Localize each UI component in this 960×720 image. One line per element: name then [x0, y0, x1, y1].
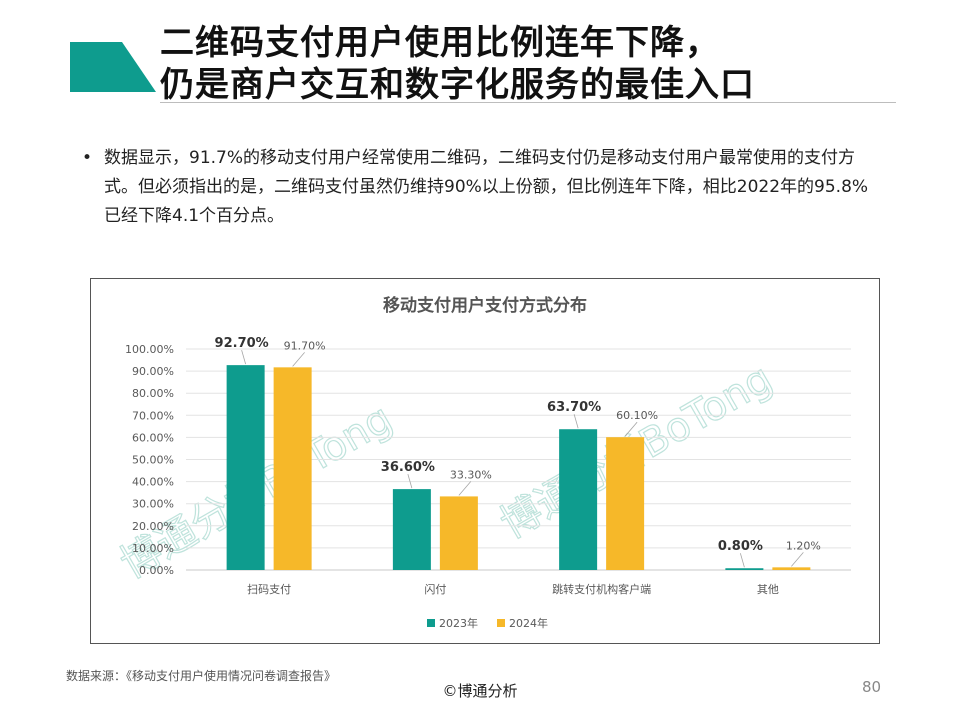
- chart-frame: 博通分析BoTong博通分析BoTong移动支付用户支付方式分布0.00%10.…: [90, 278, 880, 644]
- y-tick-label: 80.00%: [132, 387, 174, 400]
- legend-label-1: 2023年: [439, 616, 478, 630]
- y-tick-label: 90.00%: [132, 365, 174, 378]
- copyright-text: ©博通分析: [442, 682, 518, 700]
- data-label: 0.80%: [718, 539, 763, 554]
- teal-logo-shape: [70, 42, 156, 92]
- data-label: 1.20%: [786, 539, 821, 552]
- data-label: 63.70%: [547, 400, 601, 415]
- y-tick-label: 20.00%: [132, 520, 174, 533]
- title-line-1: 二维码支付用户使用比例连年下降，: [160, 23, 720, 63]
- y-tick-label: 70.00%: [132, 409, 174, 422]
- data-label-leader: [739, 553, 745, 568]
- summary-bullet: • 数据显示，91.7%的移动支付用户经常使用二维码，二维码支付仍是移动支付用户…: [82, 144, 882, 231]
- y-tick-label: 30.00%: [132, 498, 174, 511]
- bar-2024: [273, 367, 312, 570]
- bar-2023: [226, 365, 265, 570]
- bullet-dot: •: [82, 148, 93, 168]
- chart-title: 移动支付用户支付方式分布: [383, 295, 587, 316]
- legend-swatch-2: [497, 619, 505, 627]
- bar-chart: 博通分析BoTong博通分析BoTong移动支付用户支付方式分布0.00%10.…: [112, 295, 851, 630]
- data-label: 33.30%: [450, 468, 492, 481]
- legend-swatch-1: [427, 619, 435, 627]
- bar-2023: [392, 489, 431, 570]
- data-label: 92.70%: [215, 336, 269, 351]
- data-source-note: 数据来源：《移动支付用户使用情况问卷调查报告》: [66, 669, 337, 683]
- x-category-label: 扫码支付: [247, 583, 291, 596]
- page-number: 80: [862, 678, 882, 696]
- title-divider: [160, 102, 896, 103]
- bullet-text: 数据显示，91.7%的移动支付用户经常使用二维码，二维码支付仍是移动支付用户最常…: [104, 148, 869, 226]
- y-tick-label: 50.00%: [132, 454, 174, 467]
- y-tick-label: 0.00%: [139, 564, 174, 577]
- y-tick-label: 60.00%: [132, 431, 174, 444]
- data-label-leader: [458, 481, 472, 496]
- bar-2023: [725, 568, 764, 570]
- bar-2023: [559, 429, 598, 570]
- data-label-leader: [292, 352, 305, 367]
- data-label: 91.70%: [284, 339, 326, 352]
- title-line-2: 仍是商户交互和数字化服务的最佳入口: [160, 65, 755, 105]
- x-category-label: 闪付: [424, 582, 446, 596]
- data-label-leader: [624, 421, 638, 437]
- page-title: 二维码支付用户使用比例连年下降， 仍是商户交互和数字化服务的最佳入口: [160, 22, 755, 106]
- data-label-leader: [241, 350, 247, 365]
- data-label: 60.10%: [616, 409, 658, 422]
- y-tick-label: 100.00%: [125, 343, 174, 356]
- bar-2024: [606, 437, 645, 570]
- bar-2024: [772, 567, 811, 570]
- data-label-leader: [573, 414, 579, 429]
- bar-2024: [439, 496, 478, 570]
- x-category-label: 跳转支付机构客户端: [552, 582, 651, 596]
- x-category-label: 其他: [757, 583, 779, 596]
- y-tick-label: 10.00%: [132, 542, 174, 555]
- y-tick-label: 40.00%: [132, 476, 174, 489]
- data-label: 36.60%: [381, 460, 435, 475]
- data-label-leader: [407, 474, 413, 489]
- data-label-leader: [791, 552, 804, 567]
- legend-label-2: 2024年: [509, 616, 548, 630]
